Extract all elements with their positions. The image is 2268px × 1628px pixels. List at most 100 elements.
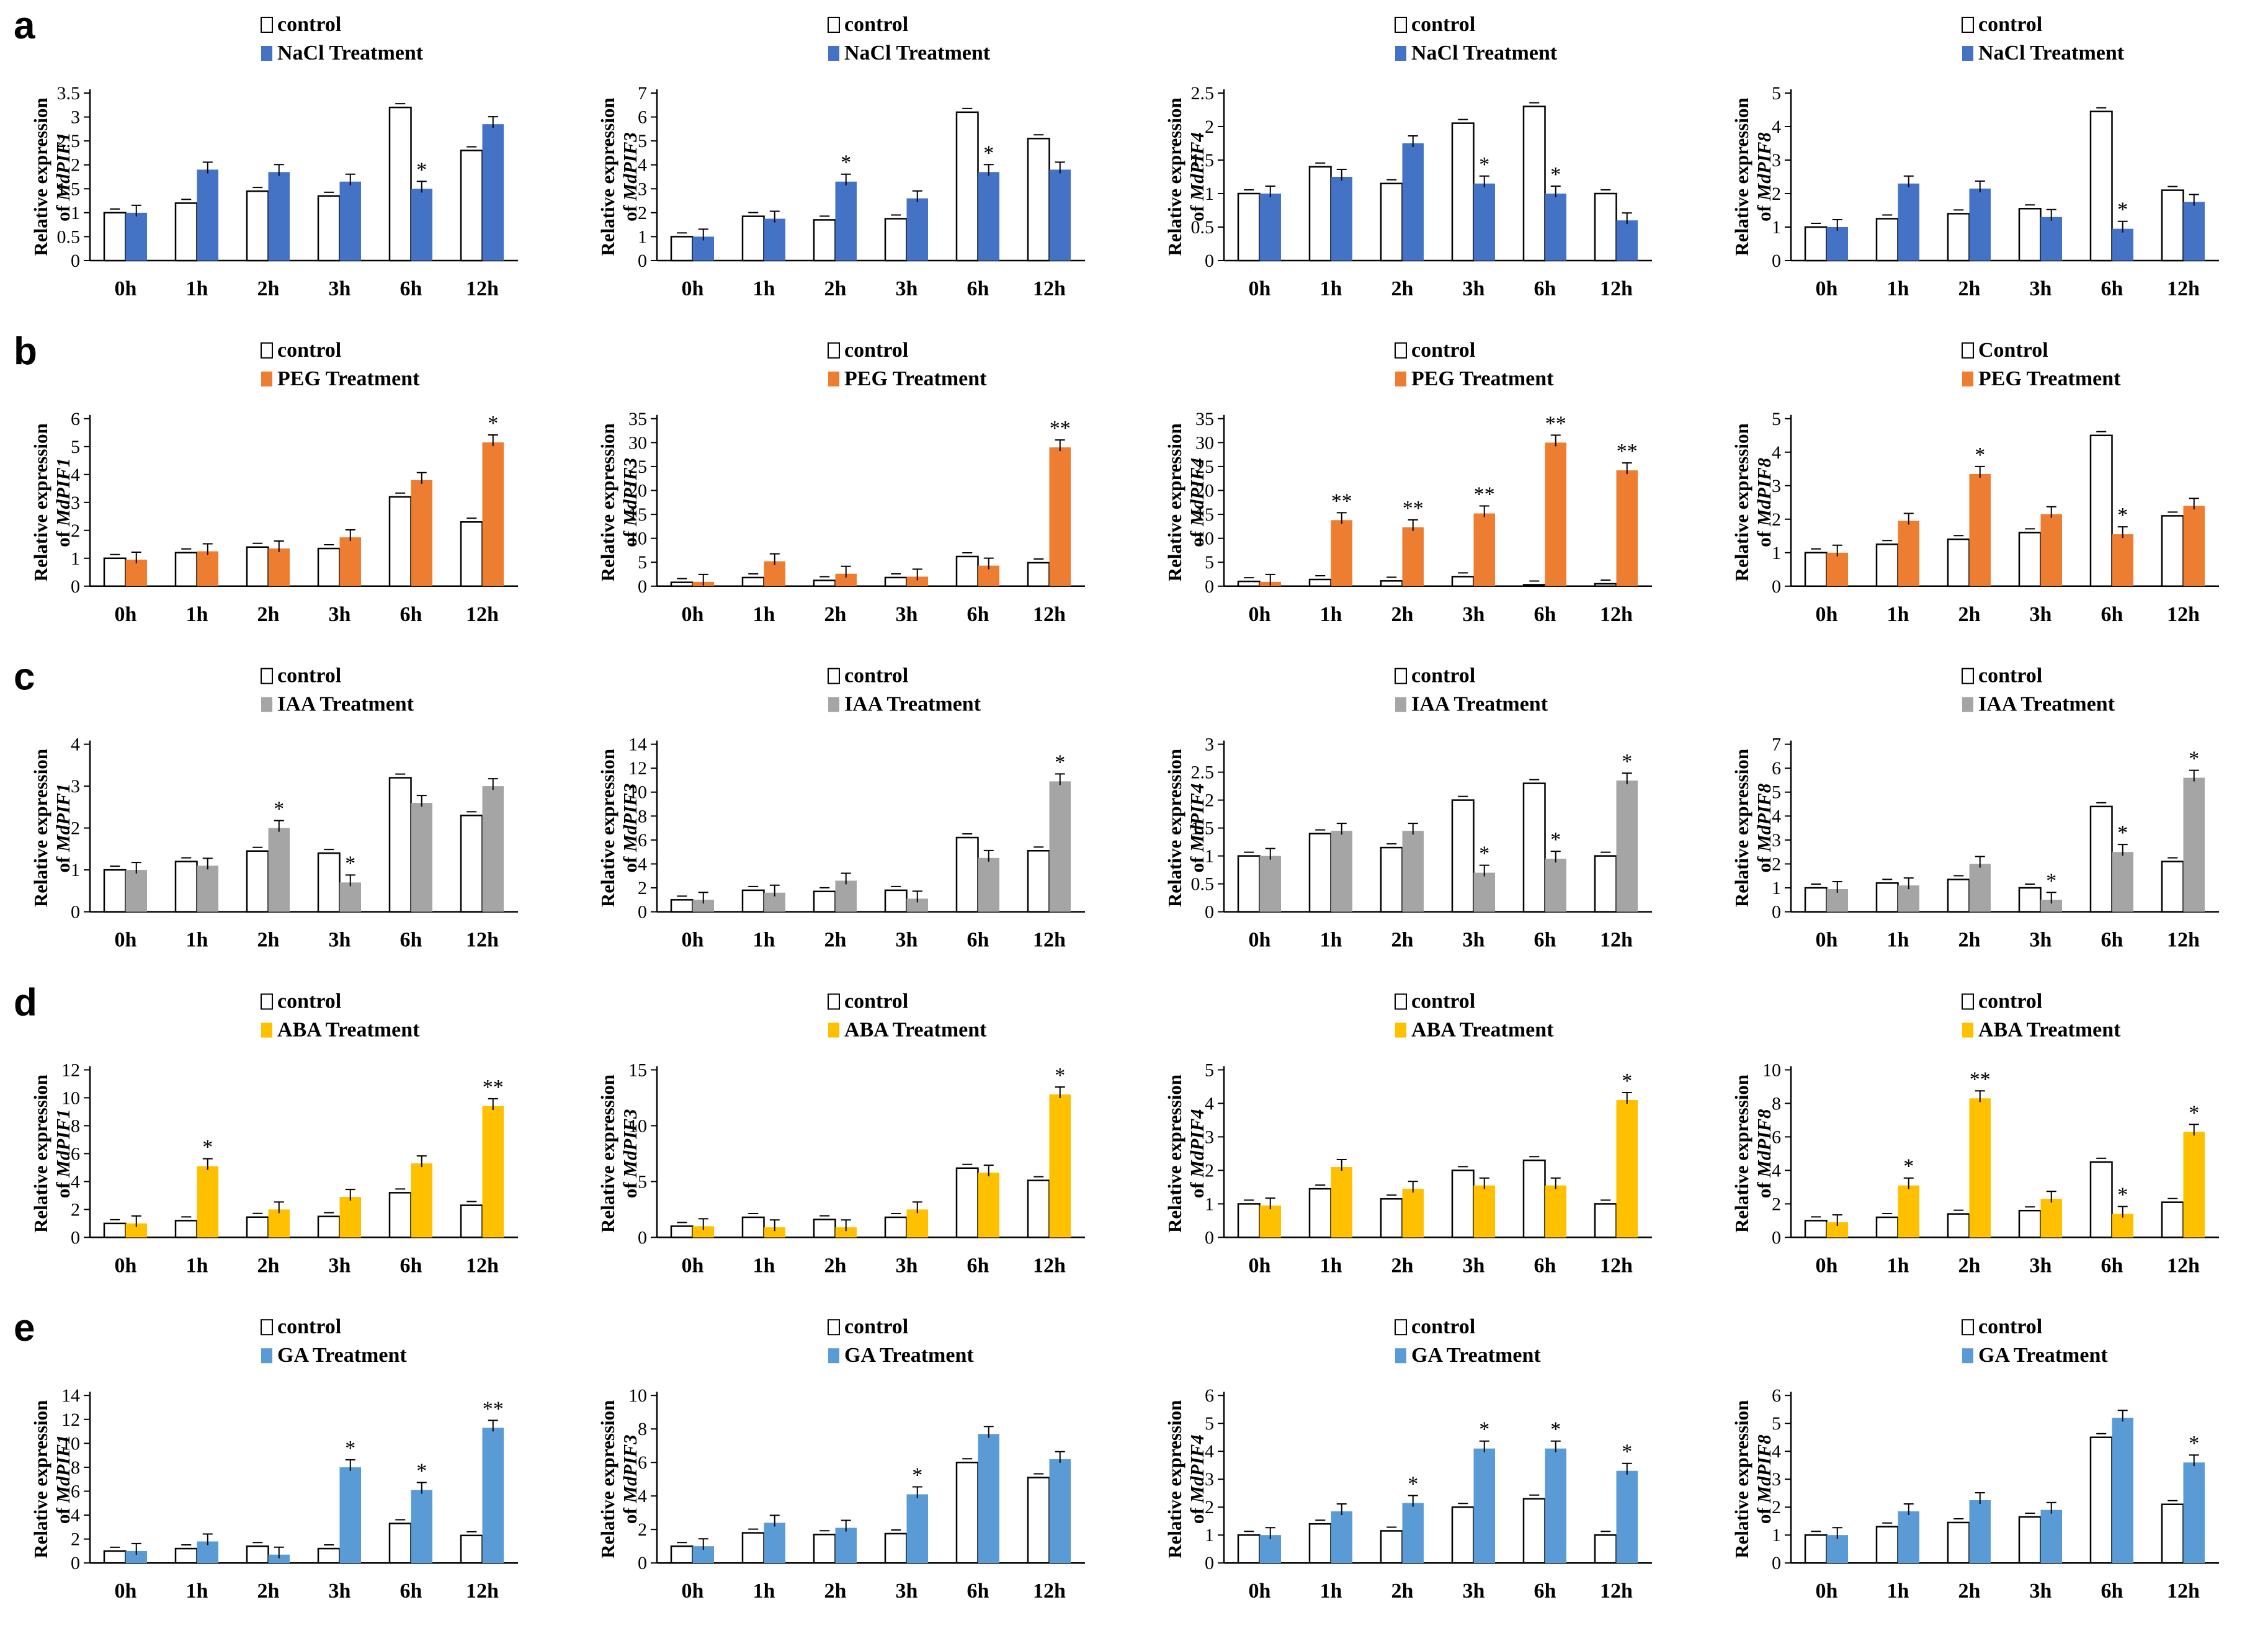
y-tick-label: 0	[1772, 1227, 1781, 1248]
x-tick-label: 12h	[1600, 277, 1633, 300]
y-tick-label: 8	[638, 806, 647, 826]
x-tick-label: 1h	[1887, 603, 1909, 626]
significance-mark: *	[2189, 1432, 2199, 1455]
y-axis-label-prefix: of	[52, 852, 74, 873]
bar-control	[1380, 846, 1403, 913]
bar-treatment	[482, 124, 504, 261]
bar-treatment	[268, 172, 290, 261]
x-tick-label: 0h	[1249, 929, 1271, 952]
y-tick-label: 4	[1205, 1441, 1214, 1462]
bar-control	[1308, 1187, 1332, 1238]
x-tick-label: 1h	[1887, 929, 1909, 952]
legend-label-control: control	[277, 1315, 341, 1338]
bar-control	[460, 1534, 483, 1564]
x-tick-label: 0h	[1816, 1580, 1838, 1603]
x-tick-label: 12h	[1033, 1580, 1066, 1603]
y-tick-label: 1.5	[1191, 818, 1215, 839]
bar-control	[103, 1222, 127, 1238]
y-axis-label-prefix: of	[619, 1503, 641, 1524]
bar-control	[670, 1545, 694, 1564]
legend-label-treatment: GA Treatment	[1411, 1344, 1541, 1367]
row-label-d: d	[14, 981, 37, 1024]
y-axis-label-line1: Relative expression	[1164, 97, 1185, 256]
bar-treatment	[1969, 1098, 1991, 1238]
x-tick-label: 12h	[466, 929, 499, 952]
bar-control	[317, 195, 341, 262]
y-tick-label: 1	[1205, 846, 1214, 867]
bar-treatment	[125, 560, 147, 586]
bar-treatment	[197, 865, 218, 912]
y-axis-label-prefix: of	[1186, 852, 1208, 873]
bar-control	[1875, 218, 1899, 262]
y-axis-label-line1: Relative expression	[597, 423, 618, 581]
bar-control	[2018, 887, 2042, 913]
bar-treatment	[1898, 1511, 1919, 1563]
y-tick-label: 0	[71, 902, 80, 923]
bar-control	[670, 236, 694, 262]
bar-treatment	[2112, 534, 2133, 586]
y-axis-label-line2: of MdPIF1	[52, 1109, 74, 1198]
x-tick-label: 2h	[824, 603, 847, 626]
y-tick-label: 0	[1772, 1553, 1781, 1573]
x-tick-label: 12h	[2167, 603, 2200, 626]
bar-treatment	[2040, 1509, 2062, 1563]
bar-treatment	[482, 1106, 504, 1238]
bar-treatment	[1898, 183, 1919, 261]
y-tick-label: 5	[71, 437, 80, 457]
bar-treatment	[1616, 220, 1638, 261]
y-tick-label: 6	[638, 107, 647, 128]
bar-treatment	[906, 198, 928, 261]
legend-label-control: control	[1411, 339, 1475, 362]
bar-treatment	[2183, 777, 2205, 912]
y-tick-label: 2	[71, 818, 80, 839]
y-tick-label: 3	[71, 107, 80, 128]
bar-control	[174, 202, 198, 262]
bar-treatment	[1473, 1185, 1495, 1238]
bar-control	[2018, 1209, 2042, 1238]
bar-treatment	[2183, 1462, 2205, 1563]
x-tick-label: 2h	[824, 929, 847, 952]
x-tick-label: 1h	[753, 1580, 775, 1603]
y-tick-label: 6	[1205, 1385, 1214, 1406]
y-tick-label: 1	[71, 548, 80, 569]
y-tick-label: 0	[638, 251, 647, 271]
x-tick-label: 2h	[257, 603, 280, 626]
x-tick-label: 3h	[2030, 1580, 2052, 1603]
y-tick-label: 0.5	[57, 226, 81, 247]
y-axis-label: Relative expressionof MdPIF8	[1731, 97, 1775, 256]
y-tick-label: 6	[1772, 758, 1781, 779]
bar-control	[884, 576, 908, 588]
bar-control	[1237, 1534, 1261, 1564]
x-tick-label: 0h	[682, 277, 704, 300]
significance-mark: *	[416, 1460, 427, 1483]
y-axis-label-line1: Relative expression	[1731, 749, 1752, 907]
bar-treatment	[1402, 831, 1424, 912]
legend-label-treatment: GA Treatment	[277, 1344, 407, 1367]
x-tick-label: 0h	[115, 1580, 137, 1603]
legend-swatch-treatment	[1395, 1022, 1406, 1038]
legend-label-treatment: ABA Treatment	[1978, 1018, 2121, 1041]
bar-control	[2161, 189, 2184, 262]
bar-control	[813, 1219, 836, 1238]
x-tick-label: 2h	[1391, 1254, 1414, 1277]
gene-name: MdPIF4	[1186, 1434, 1208, 1503]
bar-treatment	[1331, 177, 1352, 261]
legend-swatch-control	[1395, 342, 1407, 359]
bar-treatment	[1898, 521, 1919, 586]
bar-treatment	[692, 236, 714, 261]
legend-swatch-control	[1395, 1319, 1407, 1336]
y-tick-label: 4	[71, 1505, 80, 1526]
x-tick-label: 3h	[896, 1254, 918, 1277]
bar-control	[174, 552, 198, 588]
bar-control	[1237, 192, 1261, 262]
legend-label-control: Control	[1978, 339, 2048, 362]
y-tick-label: 15	[628, 1060, 647, 1080]
y-tick-label: 6	[71, 1481, 80, 1501]
bar-treatment	[1545, 194, 1566, 261]
bar-treatment	[1402, 527, 1424, 586]
legend-label-control: control	[844, 1315, 908, 1338]
